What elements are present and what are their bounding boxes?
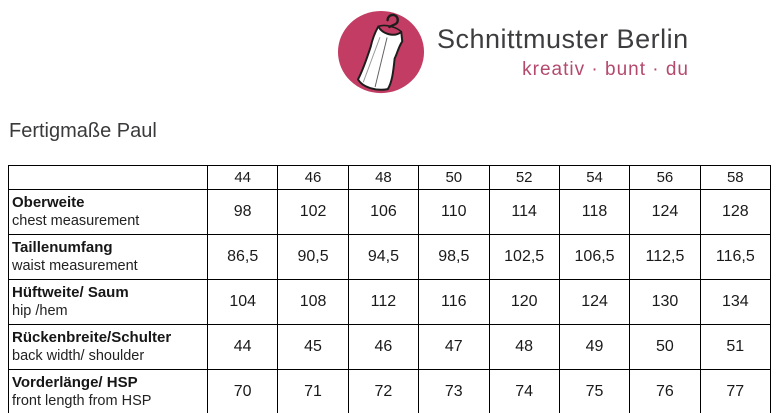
value-cell: 72 — [347, 369, 420, 413]
dress-on-hanger-icon — [337, 10, 425, 94]
value-cell: 106 — [347, 189, 420, 235]
row-label-de: Rückenbreite/Schulter — [12, 329, 172, 346]
value-cell: 102 — [277, 189, 349, 235]
size-header-cell: 50 — [418, 165, 490, 190]
row-label-de: Taillenumfang — [12, 239, 113, 256]
value-cell: 106,5 — [558, 234, 631, 280]
brand-tagline: kreativ · bunt · du — [522, 59, 689, 80]
value-cell: 94,5 — [347, 234, 420, 280]
value-cell: 44 — [206, 324, 279, 370]
value-cell: 128 — [699, 189, 772, 235]
row-label-en: chest measurement — [12, 213, 140, 229]
row-label-en: back width/ shoulder — [12, 348, 145, 364]
value-cell: 104 — [206, 279, 279, 325]
size-header-cell: 54 — [558, 165, 631, 190]
value-cell: 124 — [558, 279, 631, 325]
value-cell: 112 — [347, 279, 420, 325]
table-row-back-width: Rückenbreite/Schulter back width/ should… — [8, 324, 772, 370]
value-cell: 134 — [699, 279, 772, 325]
row-label-en: waist measurement — [12, 258, 138, 274]
value-cell: 48 — [488, 324, 560, 370]
size-header-cell: 48 — [347, 165, 420, 190]
value-cell: 98,5 — [418, 234, 490, 280]
size-header-cell: 46 — [277, 165, 349, 190]
value-cell: 130 — [629, 279, 701, 325]
value-cell: 120 — [488, 279, 560, 325]
row-label-de: Hüftweite/ Saum — [12, 284, 129, 301]
page-title: Fertigmaße Paul — [9, 120, 157, 142]
size-table: 44 46 48 50 52 54 56 58 Oberweite chest … — [8, 165, 772, 413]
table-row-hip: Hüftweite/ Saum hip /hem 104 108 112 116… — [8, 279, 772, 325]
value-cell: 71 — [277, 369, 349, 413]
size-header-cell: 58 — [699, 165, 772, 190]
value-cell: 49 — [558, 324, 631, 370]
value-cell: 73 — [418, 369, 490, 413]
size-header-cell: 52 — [488, 165, 560, 190]
size-header-cell: 44 — [206, 165, 279, 190]
row-label-cell: Vorderlänge/ HSP front length from HSP — [8, 369, 208, 413]
value-cell: 76 — [629, 369, 701, 413]
size-header-row: 44 46 48 50 52 54 56 58 — [8, 165, 772, 190]
row-label-cell: Oberweite chest measurement — [8, 189, 208, 235]
value-cell: 108 — [277, 279, 349, 325]
row-label-de: Oberweite — [12, 194, 85, 211]
value-cell: 124 — [629, 189, 701, 235]
value-cell: 46 — [347, 324, 420, 370]
row-label-en: front length from HSP — [12, 393, 152, 409]
value-cell: 47 — [418, 324, 490, 370]
value-cell: 77 — [699, 369, 772, 413]
table-row-waist: Taillenumfang waist measurement 86,5 90,… — [8, 234, 772, 280]
value-cell: 86,5 — [206, 234, 279, 280]
value-cell: 51 — [699, 324, 772, 370]
size-header-empty-cell — [8, 165, 208, 190]
row-label-cell: Taillenumfang waist measurement — [8, 234, 208, 280]
value-cell: 114 — [488, 189, 560, 235]
value-cell: 118 — [558, 189, 631, 235]
brand-logo — [337, 9, 425, 97]
value-cell: 102,5 — [488, 234, 560, 280]
table-row-front-length: Vorderlänge/ HSP front length from HSP 7… — [8, 369, 772, 413]
brand-name: Schnittmuster Berlin — [437, 24, 689, 54]
value-cell: 112,5 — [629, 234, 701, 280]
value-cell: 116,5 — [699, 234, 772, 280]
row-label-cell: Hüftweite/ Saum hip /hem — [8, 279, 208, 325]
row-label-en: hip /hem — [12, 303, 68, 319]
value-cell: 50 — [629, 324, 701, 370]
value-cell: 98 — [206, 189, 279, 235]
value-cell: 90,5 — [277, 234, 349, 280]
brand-block: Schnittmuster Berlin kreativ · bunt · du — [437, 24, 689, 81]
value-cell: 70 — [206, 369, 279, 413]
row-label-de: Vorderlänge/ HSP — [12, 374, 138, 391]
size-header-cell: 56 — [629, 165, 701, 190]
row-label-cell: Rückenbreite/Schulter back width/ should… — [8, 324, 208, 370]
value-cell: 74 — [488, 369, 560, 413]
table-row-chest: Oberweite chest measurement 98 102 106 1… — [8, 189, 772, 235]
value-cell: 116 — [418, 279, 490, 325]
value-cell: 110 — [418, 189, 490, 235]
value-cell: 75 — [558, 369, 631, 413]
value-cell: 45 — [277, 324, 349, 370]
